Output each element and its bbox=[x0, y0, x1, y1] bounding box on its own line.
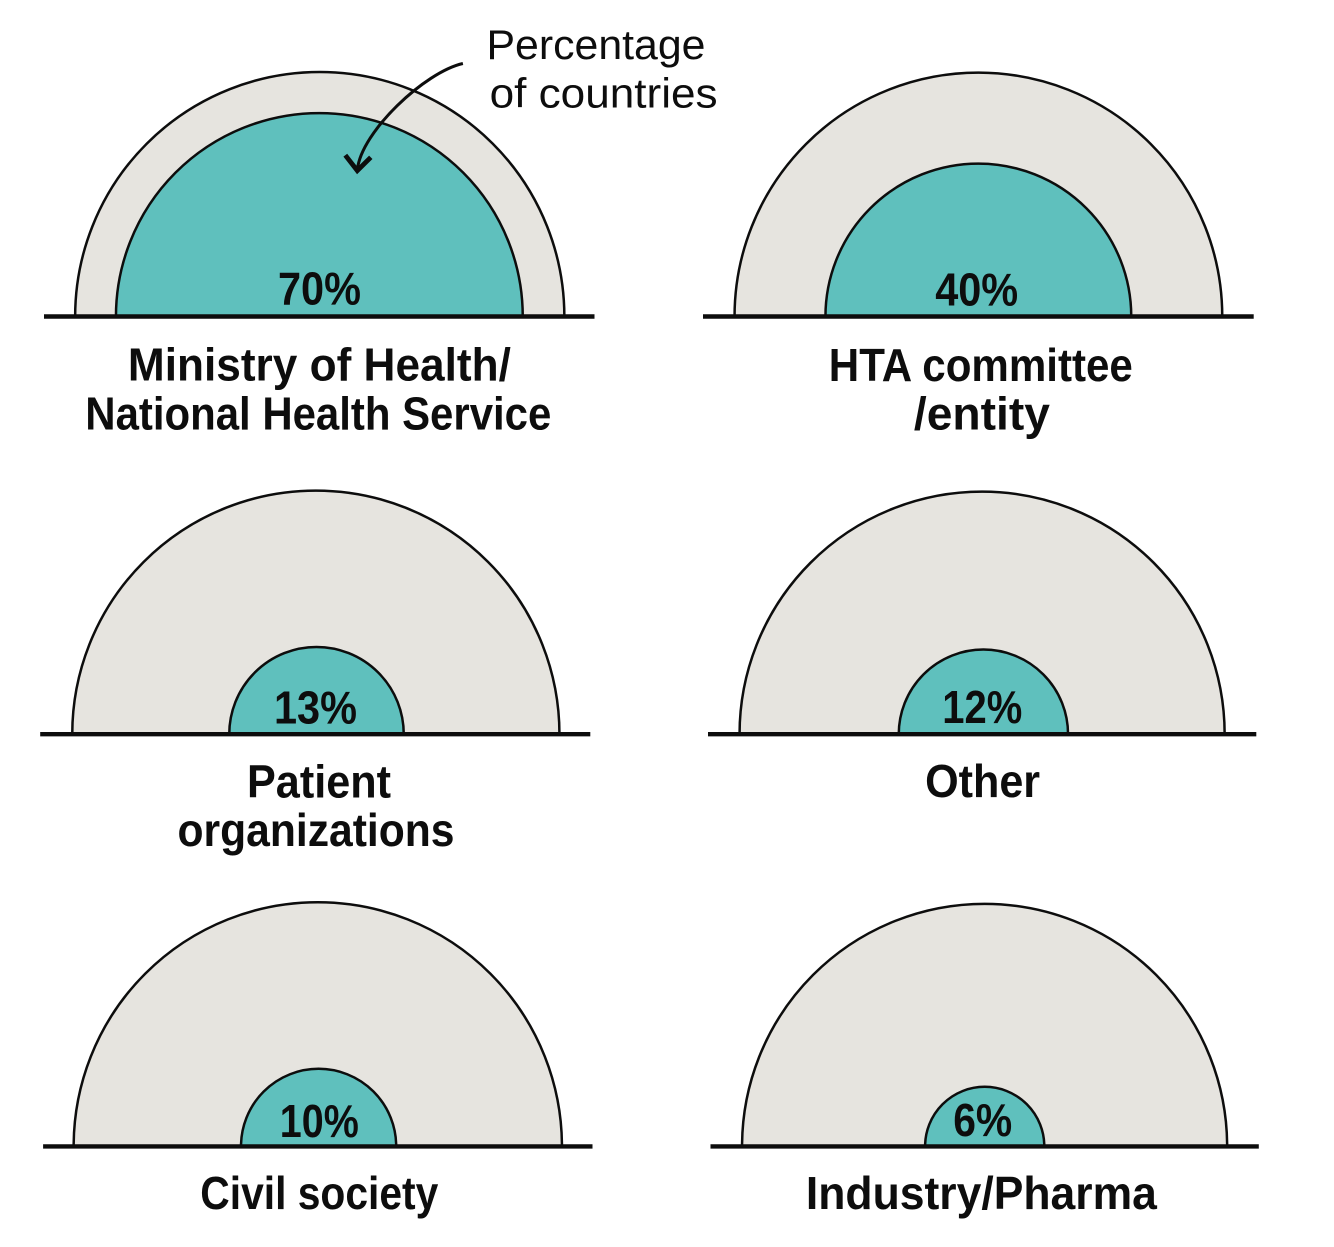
svg-text:12%: 12% bbox=[942, 681, 1022, 733]
svg-text:6%: 6% bbox=[953, 1094, 1012, 1146]
svg-text:organizations: organizations bbox=[178, 804, 455, 856]
svg-text:70%: 70% bbox=[278, 263, 361, 315]
svg-text:Ministry of Health/: Ministry of Health/ bbox=[128, 339, 511, 391]
svg-text:/entity: /entity bbox=[914, 388, 1050, 440]
svg-text:Patient: Patient bbox=[247, 755, 391, 807]
svg-text:of countries: of countries bbox=[490, 70, 718, 117]
svg-text:13%: 13% bbox=[274, 682, 357, 734]
svg-text:40%: 40% bbox=[935, 264, 1018, 316]
svg-text:Other: Other bbox=[925, 755, 1040, 807]
svg-text:HTA committee: HTA committee bbox=[829, 339, 1133, 391]
svg-text:Industry/Pharma: Industry/Pharma bbox=[806, 1167, 1157, 1219]
svg-text:Percentage: Percentage bbox=[487, 21, 706, 68]
svg-text:Civil society: Civil society bbox=[200, 1167, 438, 1219]
svg-text:10%: 10% bbox=[280, 1095, 359, 1147]
svg-text:National Health Service: National Health Service bbox=[85, 388, 551, 440]
